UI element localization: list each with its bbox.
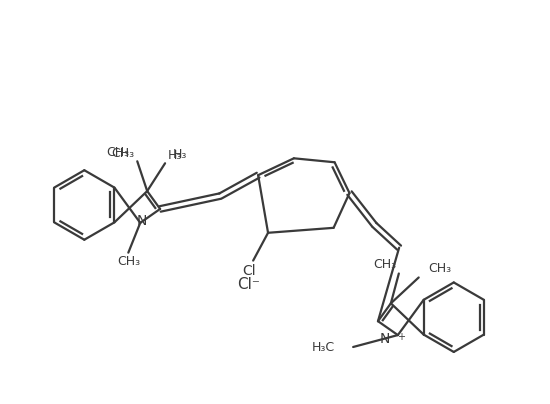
Text: Cl: Cl [243, 263, 256, 278]
Text: N: N [137, 214, 147, 228]
Text: CH₃: CH₃ [428, 262, 452, 275]
Text: H₃: H₃ [173, 148, 188, 161]
Text: CH₃: CH₃ [106, 146, 129, 159]
Text: H₃: H₃ [168, 149, 183, 162]
Text: Cl⁻: Cl⁻ [236, 277, 260, 292]
Text: CH₃: CH₃ [117, 255, 140, 268]
Text: N: N [379, 332, 390, 346]
Text: H₃C: H₃C [312, 341, 336, 354]
Text: CH₃: CH₃ [373, 258, 397, 271]
Text: +: + [397, 332, 405, 342]
Text: CH₃: CH₃ [111, 147, 134, 160]
